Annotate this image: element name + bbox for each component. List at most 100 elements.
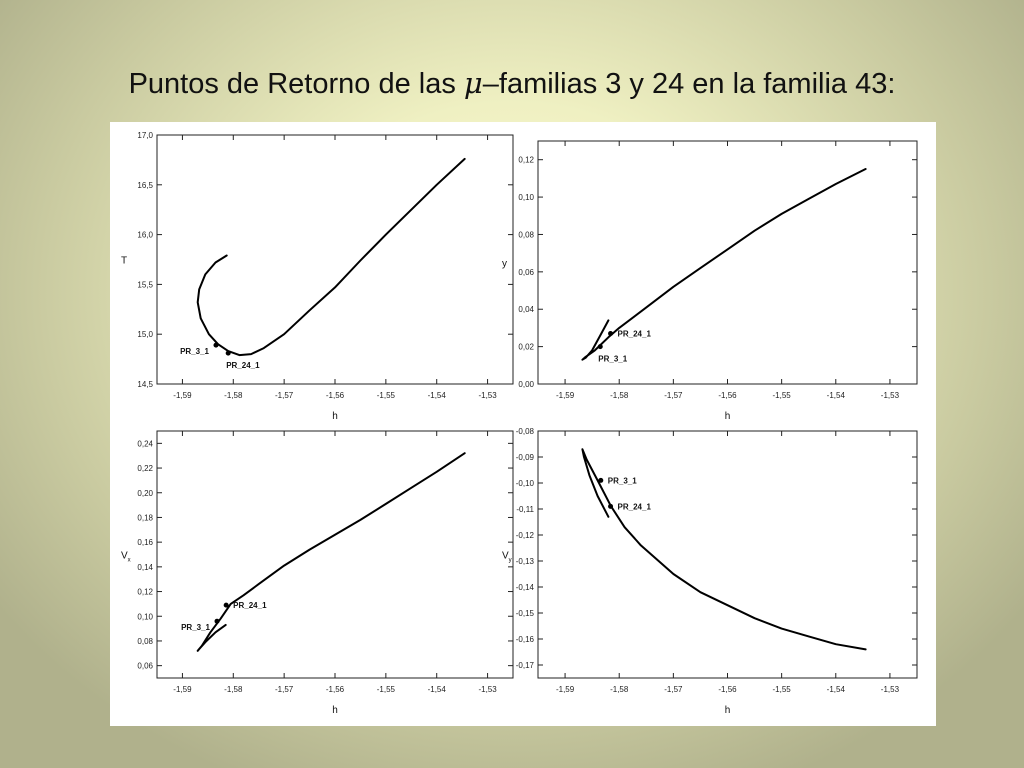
return-point-marker xyxy=(608,503,614,509)
x-tick-label: -1,55 xyxy=(773,391,792,400)
x-tick-label: -1,55 xyxy=(773,685,792,694)
return-point-label: PR_3_1 xyxy=(180,347,209,356)
x-tick-label: -1,58 xyxy=(224,685,243,694)
y-tick-label: 0,14 xyxy=(137,563,153,572)
title-text-before: Puntos de Retorno de las xyxy=(128,68,464,100)
title-mu-symbol: μ xyxy=(463,66,483,100)
y-tick-label: 0,06 xyxy=(518,268,534,277)
y-tick-label: -0,13 xyxy=(516,557,535,566)
y-tick-label: 0,00 xyxy=(518,380,534,389)
x-tick-label: -1,54 xyxy=(827,685,846,694)
return-point-label: PR_3_1 xyxy=(598,355,627,364)
chart-y: -1,59 -1,58 -1,57 -1,56 -1,55 -1,54 -1,53 0,00 0… xyxy=(502,140,918,422)
series-line xyxy=(196,157,466,357)
figure-svg: -1,59 -1,58 -1,57 -1,56 -1,55 -1,54 -1,53 14,5 1… xyxy=(121,131,918,716)
y-tick-label: 0,22 xyxy=(137,464,153,473)
x-tick-label: -1,54 xyxy=(428,391,447,400)
x-tick-label: -1,59 xyxy=(173,391,192,400)
series-line xyxy=(581,168,867,361)
y-tick-label: 0,10 xyxy=(137,612,153,621)
y-tick-label: 0,10 xyxy=(518,193,534,202)
title-text-after: –familias 3 y 24 en la familia 43: xyxy=(482,68,896,100)
chart-vy: -1,59 -1,58 -1,57 -1,56 -1,55 -1,54 -1,53 -0,08… xyxy=(502,427,918,716)
plot-frame xyxy=(156,134,514,385)
x-tick-label: -1,58 xyxy=(610,685,629,694)
chart-vx: -1,59 -1,58 -1,57 -1,56 -1,55 -1,54 -1,53 0,06 0… xyxy=(121,430,514,716)
x-tick-label: -1,55 xyxy=(377,391,396,400)
y-tick-label: 16,5 xyxy=(137,181,153,190)
return-point-marker xyxy=(598,477,604,483)
x-tick-label: -1,57 xyxy=(664,685,683,694)
figure-panel: -1,59 -1,58 -1,57 -1,56 -1,55 -1,54 -1,53 14,5 1… xyxy=(110,122,936,726)
series-line xyxy=(581,448,867,651)
return-point-marker xyxy=(223,602,229,608)
y-axis-label: Vy xyxy=(502,551,512,564)
y-tick-label: 14,5 xyxy=(137,380,153,389)
y-tick-label: -0,08 xyxy=(516,427,535,436)
x-tick-label: -1,54 xyxy=(827,391,846,400)
x-tick-label: -1,57 xyxy=(275,391,294,400)
y-tick-label: 0,08 xyxy=(137,637,153,646)
x-tick-label: -1,59 xyxy=(556,391,575,400)
return-point-marker xyxy=(213,342,219,348)
y-axis-label-subscript: x xyxy=(128,558,131,564)
y-tick-label: -0,11 xyxy=(516,505,534,514)
slide-title: Puntos de Retorno de las μ–familias 3 y … xyxy=(0,66,1024,101)
y-tick-label: 15,5 xyxy=(137,280,153,289)
y-tick-label: -0,14 xyxy=(516,583,535,592)
chart-T: -1,59 -1,58 -1,57 -1,56 -1,55 -1,54 -1,53 14,5 1… xyxy=(121,131,514,422)
plot-frame xyxy=(156,430,514,679)
return-point-marker xyxy=(214,618,220,624)
x-tick-label: -1,53 xyxy=(478,391,497,400)
x-tick-label: -1,56 xyxy=(326,391,345,400)
x-tick-label: -1,53 xyxy=(881,685,900,694)
x-axis-label: h xyxy=(725,705,731,716)
y-tick-label: -0,17 xyxy=(516,661,535,670)
x-tick-label: -1,59 xyxy=(556,685,575,694)
y-tick-label: -0,10 xyxy=(516,479,535,488)
x-tick-label: -1,56 xyxy=(326,685,345,694)
y-axis-label: y xyxy=(502,259,507,270)
x-tick-label: -1,58 xyxy=(610,391,629,400)
return-point-marker xyxy=(608,331,614,337)
return-point-label: PR_24_1 xyxy=(226,361,260,370)
x-axis-label: h xyxy=(332,705,338,716)
return-point-label: PR_24_1 xyxy=(618,502,652,511)
y-tick-label: 0,04 xyxy=(518,305,534,314)
y-tick-label: 0,24 xyxy=(137,439,153,448)
y-tick-label: 16,0 xyxy=(137,231,153,240)
y-tick-label: 0,06 xyxy=(137,662,153,671)
x-tick-label: -1,59 xyxy=(173,685,192,694)
y-tick-label: 0,16 xyxy=(137,538,153,547)
x-tick-label: -1,58 xyxy=(224,391,243,400)
y-tick-label: -0,16 xyxy=(516,635,535,644)
series-line xyxy=(196,452,466,652)
return-point-marker xyxy=(225,350,231,356)
y-tick-label: 0,18 xyxy=(137,513,153,522)
y-tick-label: 0,12 xyxy=(518,156,534,165)
x-tick-label: -1,55 xyxy=(377,685,396,694)
x-axis-label: h xyxy=(725,411,731,422)
y-tick-label: 0,20 xyxy=(137,489,153,498)
y-tick-label: -0,09 xyxy=(516,453,535,462)
x-tick-label: -1,56 xyxy=(718,685,737,694)
x-tick-label: -1,53 xyxy=(478,685,497,694)
x-axis-label: h xyxy=(332,411,338,422)
plot-frame xyxy=(537,140,918,385)
y-axis-label: Vx xyxy=(121,551,131,564)
x-tick-label: -1,56 xyxy=(718,391,737,400)
x-tick-label: -1,57 xyxy=(664,391,683,400)
y-tick-label: -0,12 xyxy=(516,531,535,540)
y-tick-label: 15,0 xyxy=(137,330,153,339)
return-point-label: PR_24_1 xyxy=(618,330,652,339)
y-tick-label: 0,02 xyxy=(518,343,534,352)
y-tick-label: 0,12 xyxy=(137,588,153,597)
x-tick-label: -1,53 xyxy=(881,391,900,400)
y-tick-label: 17,0 xyxy=(137,131,153,140)
plot-frame xyxy=(537,430,918,679)
y-axis-label-subscript: y xyxy=(509,558,512,564)
y-tick-label: -0,15 xyxy=(516,609,535,618)
return-point-label: PR_24_1 xyxy=(233,601,267,610)
y-tick-label: 0,08 xyxy=(518,230,534,239)
x-tick-label: -1,54 xyxy=(428,685,447,694)
